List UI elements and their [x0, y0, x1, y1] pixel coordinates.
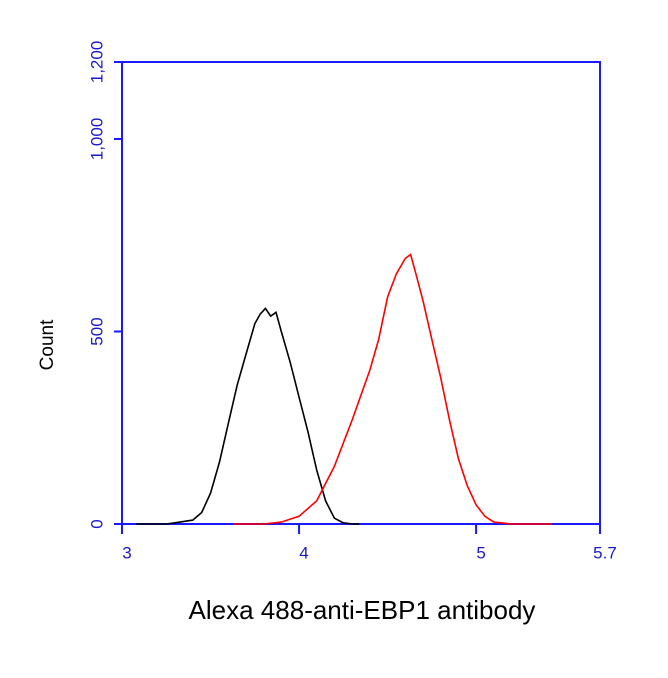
- x-tick-label: 4: [299, 543, 308, 562]
- plot-frame: [121, 61, 601, 525]
- x-axis-label: Alexa 488-anti-EBP1 antibody: [189, 595, 536, 625]
- x-tick-label: 5.7: [593, 543, 617, 562]
- histogram-line: [233, 253, 553, 525]
- y-tick-label: 500: [87, 317, 106, 345]
- y-tick-label: 1,200: [87, 41, 106, 84]
- x-tick-label: 3: [122, 543, 131, 562]
- y-tick-label: 0: [87, 519, 106, 528]
- y-axis-label: Count: [37, 319, 58, 370]
- y-tick-label: 1,000: [87, 118, 106, 161]
- histogram-line: [136, 307, 360, 525]
- x-tick-label: 5: [476, 543, 485, 562]
